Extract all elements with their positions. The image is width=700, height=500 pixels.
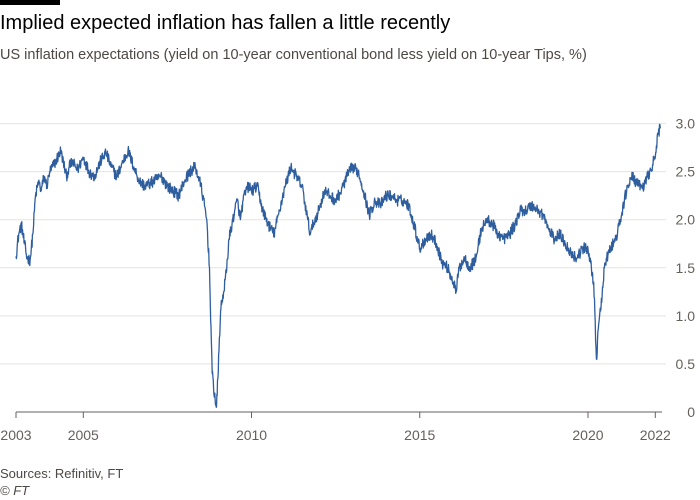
x-tick-label-2005: 2005 bbox=[68, 427, 99, 443]
chart-area: 0 0.5 1.0 1.5 2.0 2.5 3.0 2003 2005 2010 2015 2020 2… bbox=[0, 100, 700, 445]
series-line-inflation-expectations bbox=[15, 123, 661, 408]
x-tick-label-2010: 2010 bbox=[236, 427, 267, 443]
y-tick-label-1.5: 1.5 bbox=[676, 260, 696, 276]
gridlines bbox=[0, 123, 666, 365]
x-tick-label-2020: 2020 bbox=[572, 427, 603, 443]
x-tick-label-2015: 2015 bbox=[404, 427, 435, 443]
y-tick-label-1.0: 1.0 bbox=[676, 308, 696, 324]
x-ticks: 2003 2005 2010 2015 2020 2022 bbox=[0, 412, 671, 443]
x-tick-label-2003: 2003 bbox=[0, 427, 31, 443]
x-tick-label-2022: 2022 bbox=[640, 427, 671, 443]
copyright-credit: © FT bbox=[0, 483, 30, 498]
chart-subtitle: US inflation expectations (yield on 10-y… bbox=[0, 47, 587, 63]
y-tick-label-0: 0 bbox=[687, 404, 695, 420]
y-tick-label-2.0: 2.0 bbox=[676, 212, 696, 228]
y-tick-label-2.5: 2.5 bbox=[676, 164, 696, 180]
source-note: Sources: Refinitiv, FT bbox=[0, 466, 124, 481]
y-tick-labels: 0 0.5 1.0 1.5 2.0 2.5 3.0 bbox=[676, 116, 696, 420]
y-tick-label-3.0: 3.0 bbox=[676, 116, 696, 132]
chart-title: Implied expected inflation has fallen a … bbox=[0, 12, 451, 34]
y-tick-label-0.5: 0.5 bbox=[676, 356, 696, 372]
brand-bar bbox=[0, 0, 60, 5]
